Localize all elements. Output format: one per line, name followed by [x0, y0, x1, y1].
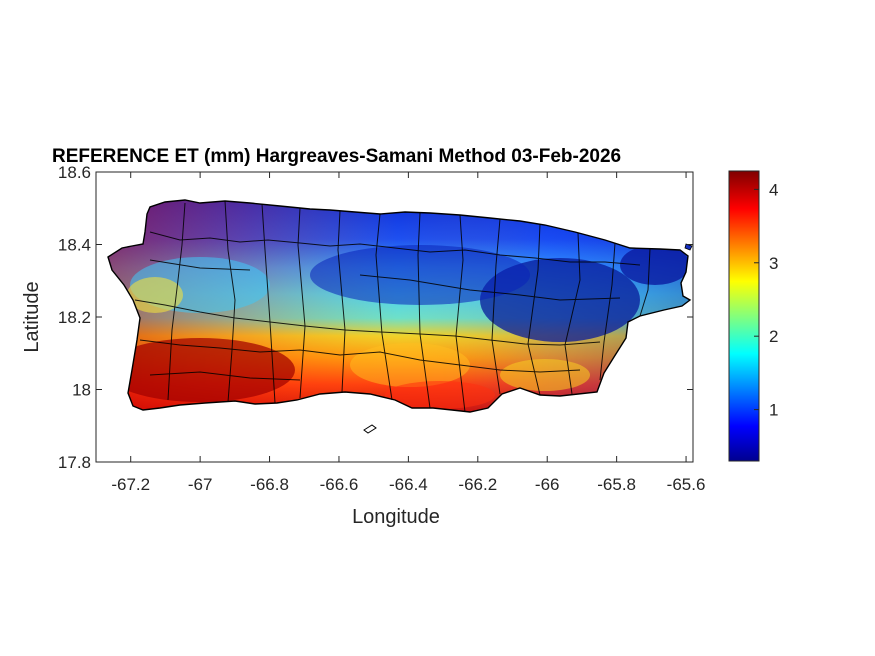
heat-hot-south: [385, 381, 495, 409]
y-axis: 17.8 18 18.2 18.4 18.6: [58, 163, 693, 472]
y-tick-label: 18.6: [58, 163, 91, 182]
x-tick-label: -67: [188, 475, 213, 494]
x-axis: -67.2 -67 -66.8 -66.6 -66.4 -66.2 -66 -65.8 -65.…: [111, 172, 705, 494]
x-tick-label: -67.2: [111, 475, 150, 494]
colorbar: [728, 170, 760, 462]
y-tick-label: 17.8: [58, 453, 91, 472]
x-tick-label: -66.4: [389, 475, 428, 494]
x-tick-label: -66.8: [250, 475, 289, 494]
heat-yellow-west: [127, 277, 183, 313]
heat-warm-south-center: [350, 343, 470, 387]
colorbar-tick-label: 3: [769, 254, 778, 273]
heat-hot-southwest: [108, 338, 295, 402]
colorbar-ticks: 1 2 3 4: [754, 180, 778, 420]
y-tick-label: 18.2: [58, 308, 91, 327]
colorbar-tick-label: 1: [769, 401, 778, 420]
y-tick-label: 18: [72, 381, 91, 400]
colorbar-tick-label: 4: [769, 180, 778, 199]
x-tick-label: -66.2: [458, 475, 497, 494]
x-tick-label: -65.8: [597, 475, 636, 494]
municipality-boundaries: [134, 200, 651, 413]
x-tick-label: -66: [535, 475, 560, 494]
x-axis-label: Longitude: [352, 506, 440, 528]
chart-title: REFERENCE ET (mm) Hargreaves-Samani Meth…: [52, 146, 621, 167]
x-tick-label: -66.6: [320, 475, 359, 494]
caja-de-muertos-island: [363, 424, 377, 434]
heat-cool-northeast: [620, 245, 690, 285]
east-islets: [684, 243, 693, 251]
y-axis-label: Latitude: [21, 281, 43, 352]
colorbar-tick-label: 2: [769, 327, 778, 346]
y-tick-label: 18.4: [58, 236, 91, 255]
x-tick-label: -65.6: [667, 475, 706, 494]
heat-yellow-southeast: [500, 359, 590, 391]
